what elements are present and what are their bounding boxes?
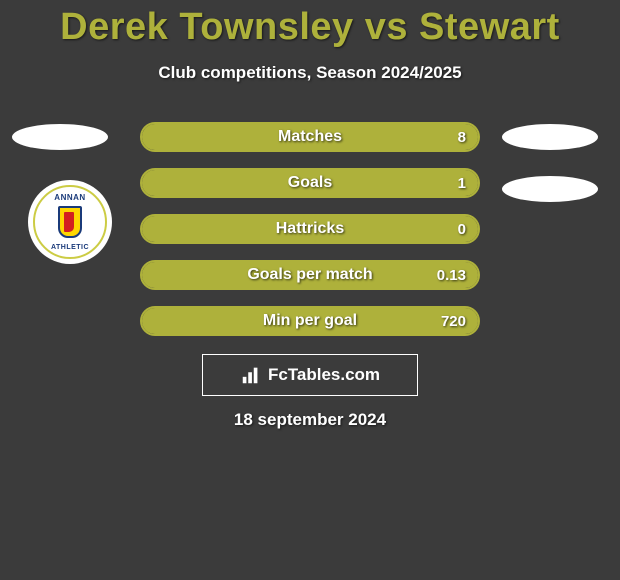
club-badge: ANNAN ATHLETIC (28, 180, 112, 264)
bar-value: 0 (458, 221, 466, 238)
bar-value: 8 (458, 129, 466, 146)
date-text: 18 september 2024 (0, 410, 620, 430)
stat-bar: Matches8 (140, 122, 480, 152)
bar-value: 1 (458, 175, 466, 192)
bar-label: Goals per match (142, 266, 478, 284)
page-title: Derek Townsley vs Stewart (0, 0, 620, 49)
bar-label: Min per goal (142, 312, 478, 330)
badge-text-top: ANNAN (54, 193, 85, 202)
shield-icon (58, 206, 82, 238)
stat-bar: Goals per match0.13 (140, 260, 480, 290)
ellipse-right-2 (502, 176, 598, 202)
ellipse-left (12, 124, 108, 150)
ellipse-right-1 (502, 124, 598, 150)
bars-icon (240, 364, 262, 386)
bar-label: Hattricks (142, 220, 478, 238)
bar-value: 720 (441, 313, 466, 330)
brand-box: FcTables.com (202, 354, 418, 396)
subtitle: Club competitions, Season 2024/2025 (0, 63, 620, 83)
bar-value: 0.13 (437, 267, 466, 284)
club-badge-inner: ANNAN ATHLETIC (33, 185, 107, 259)
bar-label: Matches (142, 128, 478, 146)
stat-bars: Matches8Goals1Hattricks0Goals per match0… (140, 122, 480, 352)
stat-bar: Hattricks0 (140, 214, 480, 244)
stat-bar: Goals1 (140, 168, 480, 198)
stat-bar: Min per goal720 (140, 306, 480, 336)
badge-text-bottom: ATHLETIC (51, 244, 89, 251)
bar-label: Goals (142, 174, 478, 192)
brand-text: FcTables.com (268, 365, 380, 385)
